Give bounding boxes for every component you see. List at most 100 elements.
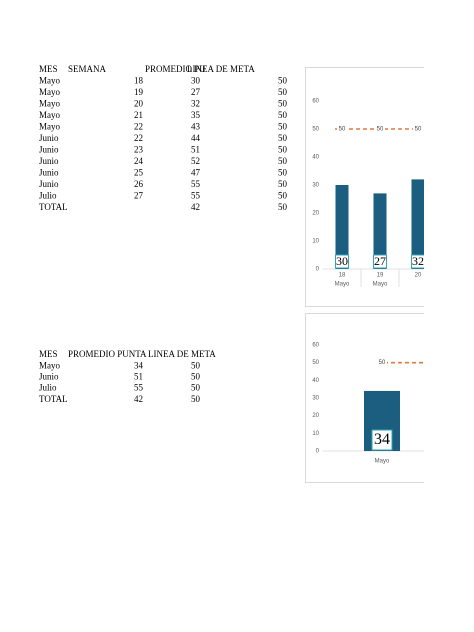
table: MES PROMEDIO PUNTA LINEA DE META Mayo 34 50 Ju… (39, 349, 216, 404)
cell: Mayo (39, 122, 60, 132)
cell: 18 (134, 76, 144, 86)
cell: 55 (191, 191, 201, 201)
cell: 50 (278, 76, 288, 86)
cell: 50 (278, 145, 288, 155)
bar (373, 193, 387, 269)
cell: Mayo (39, 360, 60, 370)
cell: 20 (134, 99, 144, 109)
cell: Junio (39, 145, 59, 155)
y-tick-label: 10 (312, 431, 319, 437)
cell: 34 (134, 360, 144, 370)
x-group-label: Mayo (373, 282, 388, 288)
data-label: 34 (374, 431, 390, 448)
y-tick-label: 10 (312, 239, 319, 245)
header-cell: PROMEDIO PUNTA (68, 349, 147, 359)
cell: 50 (278, 191, 288, 201)
cell: 51 (191, 145, 200, 155)
bar (335, 185, 349, 269)
cell: 24 (134, 156, 144, 166)
y-tick-label: 40 (312, 378, 319, 384)
cell: 27 (191, 87, 201, 97)
y-tick-label: 60 (312, 343, 319, 349)
cell: 55 (191, 179, 201, 189)
cell: Junio (39, 371, 59, 381)
cell: TOTAL (39, 394, 68, 404)
cell: 52 (191, 156, 200, 166)
cell: 26 (134, 179, 144, 189)
cell: Julio (39, 383, 57, 393)
y-tick-label: 0 (316, 267, 320, 273)
cell: 50 (278, 156, 288, 166)
bar (411, 179, 424, 269)
cell: 50 (278, 122, 288, 132)
cell: 47 (191, 168, 201, 178)
goal-label: 50 (415, 127, 422, 133)
cell: Mayo (39, 110, 60, 120)
header-cell: MES (39, 349, 58, 359)
cell: 50 (278, 202, 288, 212)
y-tick-label: 50 (312, 360, 319, 366)
goal-label-bg (337, 125, 347, 133)
cell: 50 (278, 168, 288, 178)
cell: Mayo (39, 87, 60, 97)
cell: 44 (191, 133, 201, 143)
goal-label: 50 (379, 360, 386, 366)
cell: 51 (134, 371, 143, 381)
x-tick-label: 19 (377, 273, 384, 279)
cell: 32 (191, 99, 200, 109)
cell: 50 (278, 110, 288, 120)
y-tick-label: 20 (312, 211, 319, 217)
cell: 25 (134, 168, 144, 178)
cell: 23 (134, 145, 144, 155)
cell: 22 (134, 133, 143, 143)
cell: 42 (134, 394, 143, 404)
chart: 0 10 20 30 40 50 60 Mayo 34 50 (305, 313, 424, 483)
cell: 50 (278, 87, 288, 97)
cell: 42 (191, 202, 200, 212)
cell: 35 (191, 110, 201, 120)
cell: 55 (134, 383, 144, 393)
y-tick-label: 60 (312, 99, 319, 105)
x-tick-label: Mayo (375, 459, 390, 465)
cell: Junio (39, 179, 59, 189)
data-label-box (371, 429, 393, 451)
cell: Junio (39, 168, 59, 178)
y-tick-label: 30 (312, 183, 319, 189)
goal-label-bg (413, 125, 423, 133)
cell: 50 (191, 371, 201, 381)
goal-label: 50 (377, 127, 384, 133)
goal-label-bg (377, 359, 387, 367)
header-cell: LINEA DE META (148, 349, 216, 359)
y-tick-label: 20 (312, 413, 319, 419)
chart-frame (305, 313, 424, 483)
cell: 50 (278, 133, 288, 143)
cell: TOTAL (39, 202, 68, 212)
header-cell: LINEA DE META (187, 64, 255, 74)
header-cell: MES (39, 64, 58, 74)
cell: 30 (191, 76, 201, 86)
cell: Mayo (39, 76, 60, 86)
cell: Julio (39, 191, 57, 201)
data-label-box (373, 254, 387, 269)
y-tick-label: 40 (312, 155, 319, 161)
cell: 50 (191, 360, 201, 370)
data-label-box (335, 254, 349, 269)
cell: 50 (278, 99, 288, 109)
goal-label-bg (375, 125, 385, 133)
chart: 0 10 20 30 40 50 60 18 Mayo 19 Mayo 20 30 27 32 50 50 50 (305, 67, 424, 307)
x-group-label: Mayo (335, 282, 350, 288)
y-tick-label: 30 (312, 396, 319, 402)
x-tick-label: 20 (415, 273, 422, 279)
header-cell: PROMEDIO PU (145, 64, 206, 74)
cell: Junio (39, 133, 59, 143)
data-label-box (411, 254, 424, 269)
cell: Junio (39, 156, 59, 166)
cell: 43 (191, 122, 201, 132)
y-tick-label: 50 (312, 127, 319, 133)
goal-label: 50 (339, 127, 346, 133)
chart-frame (305, 67, 424, 307)
cell: 19 (134, 87, 144, 97)
cell: 50 (278, 179, 288, 189)
